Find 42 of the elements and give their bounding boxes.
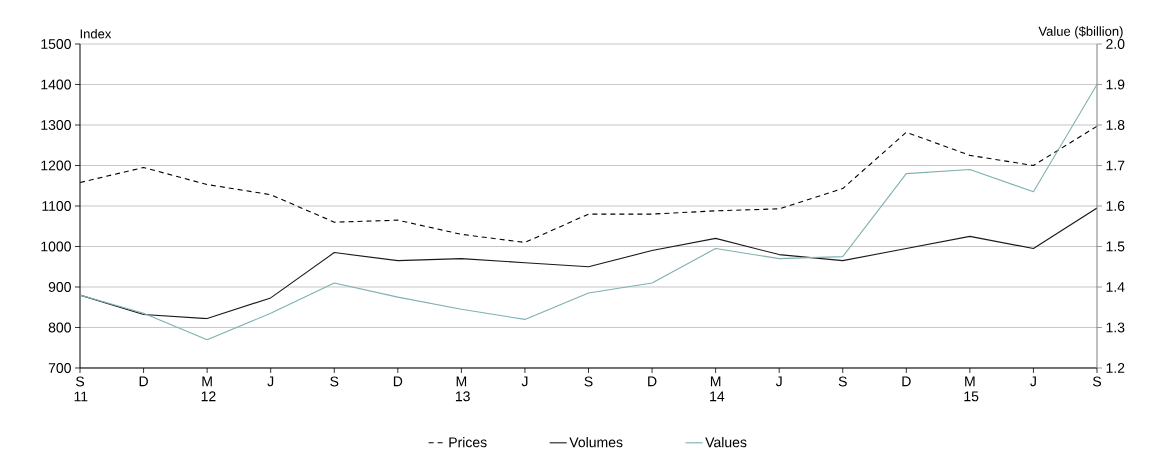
x-tick-label: S [330, 376, 339, 387]
y2-tick-label: 1.8 [1106, 120, 1125, 130]
y2-tick-label: 1.7 [1106, 160, 1125, 171]
y2-tick-label: 2.0 [1106, 39, 1125, 49]
y2-tick-label: 1.5 [1106, 241, 1125, 252]
y-tick-label: 800 [48, 322, 71, 333]
x-tick-label: S [838, 376, 847, 387]
y-tick-label: 900 [48, 282, 71, 292]
legend-label: Prices [449, 436, 487, 448]
x-tick-label: D [139, 376, 148, 387]
legend-label: Values [705, 436, 747, 448]
x-tick-label: D [648, 376, 657, 387]
x-tick-label: J [267, 376, 274, 387]
y-axis-title: Index [80, 28, 112, 39]
x-tick-label: M 12 [201, 376, 216, 402]
legend-label: Volumes [569, 436, 623, 448]
x-tick-label: M 15 [964, 376, 979, 402]
y2-tick-label: 1.2 [1106, 363, 1125, 373]
x-tick-label: D [902, 376, 911, 387]
x-tick-label: J [1030, 376, 1036, 387]
y2-tick-label: 1.6 [1106, 201, 1125, 211]
y-tick-label: 1200 [41, 160, 71, 171]
x-tick-label: J [521, 376, 528, 387]
y-tick-label: 1100 [42, 201, 71, 211]
y-tick-label: 1000 [41, 241, 71, 252]
y2-axis-title: Value ($billion) [1038, 26, 1123, 39]
y2-tick-label: 1.9 [1106, 79, 1125, 90]
y2-tick-label: 1.3 [1106, 322, 1125, 333]
x-tick-label: J [775, 376, 782, 387]
y-tick-label: 700 [48, 363, 71, 373]
x-tick-label: S [1092, 376, 1102, 387]
y-tick-label: 1500 [41, 39, 71, 49]
x-tick-label: M 13 [455, 376, 470, 402]
line-series [80, 83, 1097, 341]
y2-tick-label: 1.4 [1106, 282, 1125, 292]
x-tick-label: S 11 [74, 376, 88, 402]
line-series [80, 207, 1097, 320]
y-tick-label: 1400 [41, 79, 71, 90]
x-tick-label: S [584, 376, 593, 387]
x-tick-label: M 14 [710, 376, 725, 402]
y-tick-label: 1300 [41, 120, 71, 130]
x-tick-label: D [393, 376, 403, 387]
